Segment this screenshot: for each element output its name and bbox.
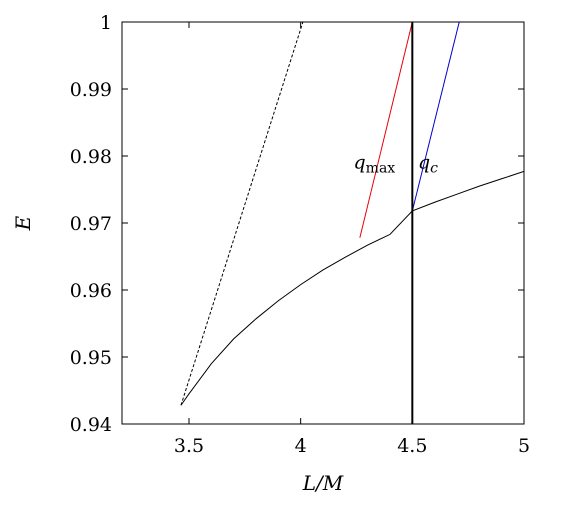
tick-layer: 3.5 4 4.5 5 0.94 0.95 0.96 0.97 0.98 0.99 1	[70, 12, 530, 457]
series-line-2	[180, 22, 304, 406]
series-line-3	[359, 22, 413, 238]
y-axis-label: E	[11, 215, 35, 231]
plot-frame	[121, 21, 525, 425]
annotation-2: qc	[418, 152, 438, 177]
label-layer: L/M E	[11, 215, 344, 495]
x-tick-label-2: 4	[295, 435, 307, 457]
annotation-layer: qmax qc	[354, 152, 439, 177]
y-tick-label-1: 0.94	[70, 414, 112, 436]
y-tick-label-4: 0.97	[70, 213, 112, 235]
y-tick-label-3: 0.96	[70, 280, 112, 302]
x-tick-label-1: 3.5	[174, 435, 204, 457]
series-line-4	[411, 22, 460, 212]
y-tick-label-2: 0.95	[70, 347, 112, 369]
series-layer	[180, 22, 524, 424]
x-tick-label-4: 5	[518, 435, 530, 457]
annotation-1: qmax	[354, 152, 396, 177]
y-tick-label-6: 0.99	[70, 79, 112, 101]
y-tick-label-7: 1	[100, 12, 112, 34]
x-axis-label: L/M	[302, 471, 344, 495]
y-tick-label-5: 0.98	[70, 146, 112, 168]
series-line-1	[180, 170, 524, 406]
x-tick-label-3: 4.5	[397, 435, 427, 457]
